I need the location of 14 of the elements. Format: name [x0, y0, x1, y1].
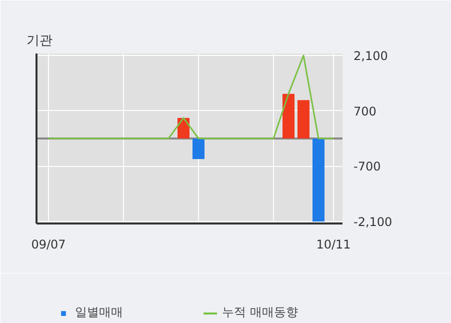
legend-label: 누적 매매동향: [222, 304, 298, 321]
bar: [282, 94, 294, 138]
legend-label: 일별매매: [75, 304, 123, 321]
y-tick-label: -700: [354, 160, 381, 174]
x-tick-label: 09/07: [31, 238, 66, 252]
chart-title: 기관: [26, 34, 52, 48]
bar: [298, 100, 310, 138]
bar: [192, 138, 204, 160]
x-tick-label: 10/11: [316, 238, 351, 252]
line-series: [48, 54, 334, 140]
y-tick-label: 2,100: [354, 48, 388, 63]
y-tick-label: 700: [354, 104, 376, 118]
y-tick-label: -2,100: [354, 215, 392, 230]
bar: [312, 138, 324, 222]
